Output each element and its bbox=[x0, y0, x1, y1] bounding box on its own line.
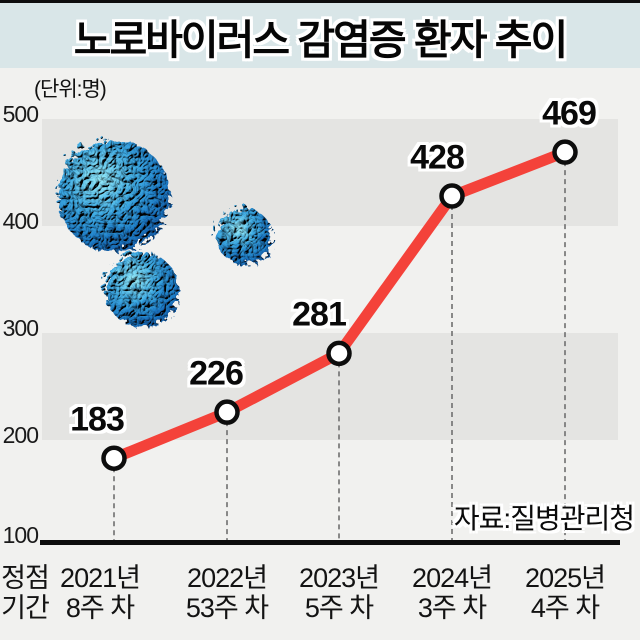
norovirus-virion-small-icon bbox=[213, 205, 269, 261]
x-axis-tick-label: 2024년 3주 차 bbox=[412, 563, 493, 623]
y-axis-tick-label: 100 bbox=[2, 522, 39, 548]
x-axis-tick-line: 3주 차 bbox=[417, 593, 487, 623]
x-axis-tick-label: 2023년 5주 차 bbox=[299, 563, 380, 623]
data-point-marker bbox=[552, 139, 578, 165]
x-axis-header-line2: 기간 bbox=[1, 593, 50, 623]
y-axis-tick-label: 400 bbox=[2, 208, 39, 234]
data-point-marker bbox=[101, 445, 127, 471]
x-axis-tick-line: 4주 차 bbox=[530, 593, 600, 623]
x-axis-header: 정점 기간 bbox=[1, 563, 50, 623]
norovirus-virion-large-icon bbox=[54, 136, 166, 248]
x-axis-baseline bbox=[40, 540, 620, 545]
x-axis-tick-label: 2021년 8주 차 bbox=[60, 563, 141, 623]
y-axis-tick-label: 200 bbox=[2, 422, 39, 448]
x-axis-tick-line: 5주 차 bbox=[304, 593, 374, 623]
value-label: 183 bbox=[70, 400, 125, 439]
x-axis-tick-line: 53주 차 bbox=[185, 593, 269, 623]
x-axis-tick-line: 2022년 bbox=[187, 563, 268, 593]
x-axis-tick-line: 2023년 bbox=[299, 563, 380, 593]
grid-band bbox=[42, 333, 618, 440]
data-point-marker bbox=[326, 340, 352, 367]
norovirus-virion-medium-icon bbox=[101, 249, 175, 323]
x-axis-tick-line: 2025년 bbox=[525, 563, 606, 593]
page-title: 노로바이러스 감염증 환자 추이 bbox=[73, 16, 569, 63]
value-label: 469 bbox=[542, 94, 597, 133]
x-axis-tick-label: 2025년 4주 차 bbox=[525, 563, 606, 623]
data-point-marker bbox=[214, 399, 240, 425]
x-axis: 정점 기간 2021년 8주 차 2022년 53주 차 2023년 5주 차 2024년 3… bbox=[0, 563, 640, 633]
title-banner: 노로바이러스 감염증 환자 추이 bbox=[0, 3, 640, 68]
value-label: 281 bbox=[292, 295, 347, 334]
x-axis-tick-label: 2022년 53주 차 bbox=[185, 563, 269, 623]
value-label: 428 bbox=[410, 138, 465, 177]
source-label: 자료:질병관리청 bbox=[453, 503, 635, 534]
value-label: 226 bbox=[189, 354, 244, 393]
x-axis-tick-line: 8주 차 bbox=[65, 593, 135, 623]
y-axis-tick-label: 500 bbox=[2, 101, 39, 127]
data-point-marker bbox=[439, 183, 465, 209]
x-axis-header-line1: 정점 bbox=[1, 563, 50, 593]
unit-label: (단위:명) bbox=[34, 78, 107, 101]
x-axis-tick-line: 2024년 bbox=[412, 563, 493, 593]
y-axis-tick-label: 300 bbox=[2, 315, 39, 341]
grid-band bbox=[42, 119, 618, 226]
x-axis-tick-line: 2021년 bbox=[60, 563, 141, 593]
top-rule bbox=[0, 0, 640, 3]
